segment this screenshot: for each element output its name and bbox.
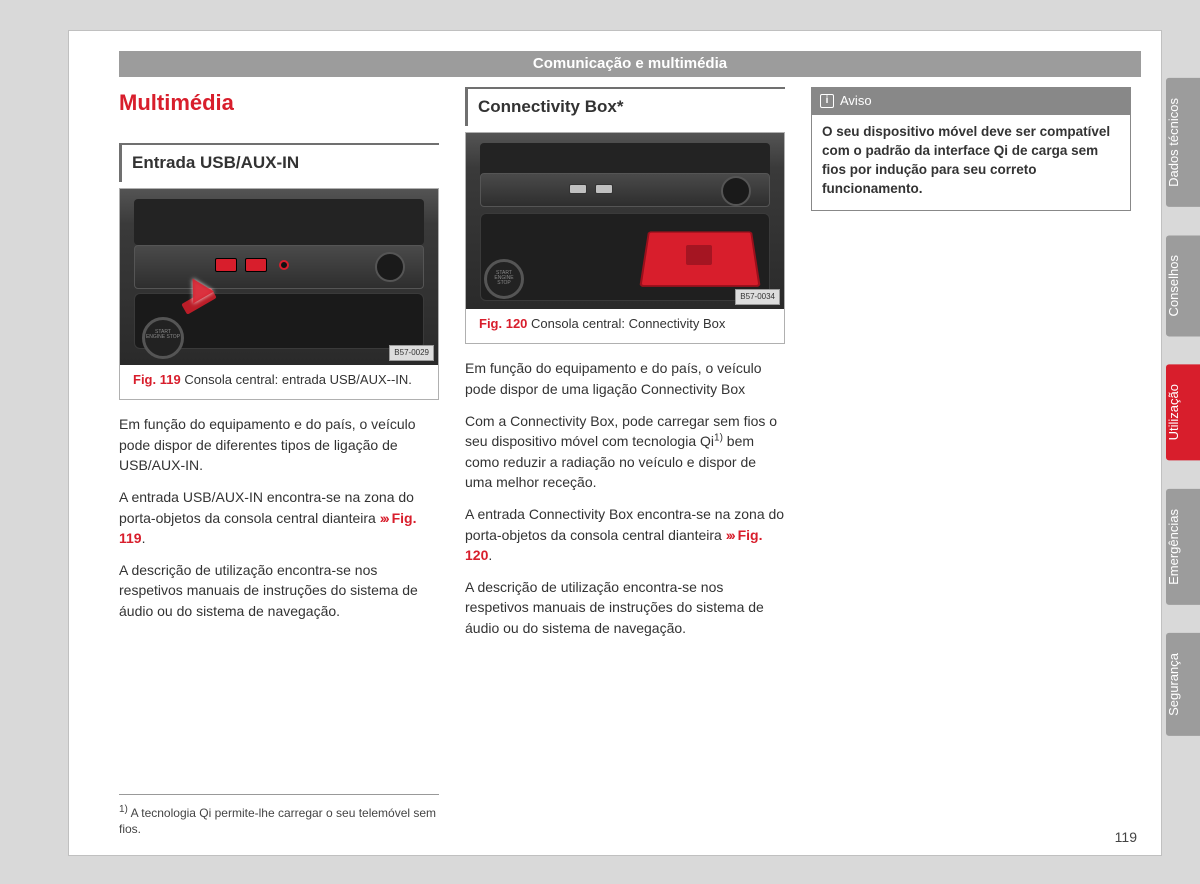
paragraph: A descrição de utilização encontra-se no… xyxy=(119,560,439,621)
usb-port-icon xyxy=(215,258,237,272)
figure-119-image: START ENGINE STOP B57-0029 xyxy=(120,189,438,365)
text: . xyxy=(488,547,492,563)
footnote-text: A tecnologia Qi permite-lhe carregar o s… xyxy=(119,806,436,836)
figure-120-image: START ENGINE STOP B57-0034 xyxy=(466,133,784,309)
side-tabs: Dados técnicos Conselhos Utilização Emergên… xyxy=(1166,78,1200,735)
engine-start-button-icon: START ENGINE STOP xyxy=(142,317,184,359)
side-tab[interactable]: Dados técnicos xyxy=(1166,78,1200,207)
paragraph: A entrada USB/AUX-IN encontra-se na zona… xyxy=(119,487,439,548)
figure-119: START ENGINE STOP B57-0029 Fig. 119 Cons… xyxy=(119,188,439,401)
chapter-header: Comunicação e multimédia xyxy=(119,51,1141,77)
port-panel xyxy=(134,245,424,289)
subsection-usb-aux: Entrada USB/AUX-IN xyxy=(119,143,439,182)
power-socket-icon xyxy=(375,252,405,282)
usb-port-icon xyxy=(569,184,587,194)
pad-logo-icon xyxy=(686,245,712,265)
aux-jack-icon xyxy=(279,260,289,270)
figure-ref: Fig. 119 xyxy=(133,372,181,387)
figure-119-caption: Fig. 119 Consola central: entrada USB/AU… xyxy=(120,365,438,400)
usb-port-icon xyxy=(595,184,613,194)
figure-120-caption: Fig. 120 Consola central: Connectivity B… xyxy=(466,309,784,344)
section-title-multimedia: Multimédia xyxy=(119,87,439,119)
figure-code: B57-0034 xyxy=(735,289,780,305)
content-columns: Multimédia Entrada USB/AUX-IN START ENGI… xyxy=(119,87,1141,837)
paragraph: Em função do equipamento e do país, o ve… xyxy=(465,358,785,399)
paragraph: Em função do equipamento e do país, o ve… xyxy=(119,414,439,475)
info-icon: i xyxy=(820,94,834,108)
figure-code: B57-0029 xyxy=(389,345,434,361)
notice-title: Aviso xyxy=(840,92,872,111)
footnote-ref: 1) xyxy=(714,433,723,444)
console-trim xyxy=(134,199,424,245)
column-1: Multimédia Entrada USB/AUX-IN START ENGI… xyxy=(119,87,439,837)
usb-port-icon xyxy=(245,258,267,272)
figure-caption-text: Consola central: Connectivity Box xyxy=(527,316,725,331)
manual-page: Comunicação e multimédia Multimédia Entr… xyxy=(68,30,1162,856)
column-2: Connectivity Box* START ENGINE STOP B57-… xyxy=(465,87,785,837)
text: A entrada USB/AUX-IN encontra-se na zona… xyxy=(119,489,414,525)
paragraph: A entrada Connectivity Box encontra-se n… xyxy=(465,504,785,565)
side-tab[interactable]: Conselhos xyxy=(1166,235,1200,336)
figure-caption-text: Consola central: entrada USB/AUX--IN. xyxy=(181,372,412,387)
text: . xyxy=(142,530,146,546)
notice-header: i Aviso xyxy=(812,88,1130,115)
paragraph: Com a Connectivity Box, pode carregar se… xyxy=(465,411,785,492)
footnote-marker: 1) xyxy=(119,804,128,815)
footnote: 1) A tecnologia Qi permite-lhe carregar … xyxy=(119,803,439,837)
side-tab[interactable]: Utilização xyxy=(1166,364,1200,460)
side-tab[interactable]: Segurança xyxy=(1166,633,1200,736)
subsection-connectivity-box: Connectivity Box* xyxy=(465,87,785,126)
page-number: 119 xyxy=(1115,829,1137,845)
crossref-arrows-icon: ››› xyxy=(726,527,734,543)
column-3: i Aviso O seu dispositivo móvel deve ser… xyxy=(811,87,1131,837)
crossref-arrows-icon: ››› xyxy=(380,510,388,526)
paragraph: A descrição de utilização encontra-se no… xyxy=(465,577,785,638)
figure-120: START ENGINE STOP B57-0034 Fig. 120 Cons… xyxy=(465,132,785,345)
notice-body: O seu dispositivo móvel deve ser compatí… xyxy=(812,115,1130,211)
notice-box: i Aviso O seu dispositivo móvel deve ser… xyxy=(811,87,1131,211)
side-tab[interactable]: Emergências xyxy=(1166,489,1200,605)
port-panel xyxy=(480,173,770,207)
footnote-rule xyxy=(119,794,439,795)
power-socket-icon xyxy=(721,176,751,206)
engine-start-button-icon: START ENGINE STOP xyxy=(484,259,524,299)
figure-ref: Fig. 120 xyxy=(479,316,527,331)
